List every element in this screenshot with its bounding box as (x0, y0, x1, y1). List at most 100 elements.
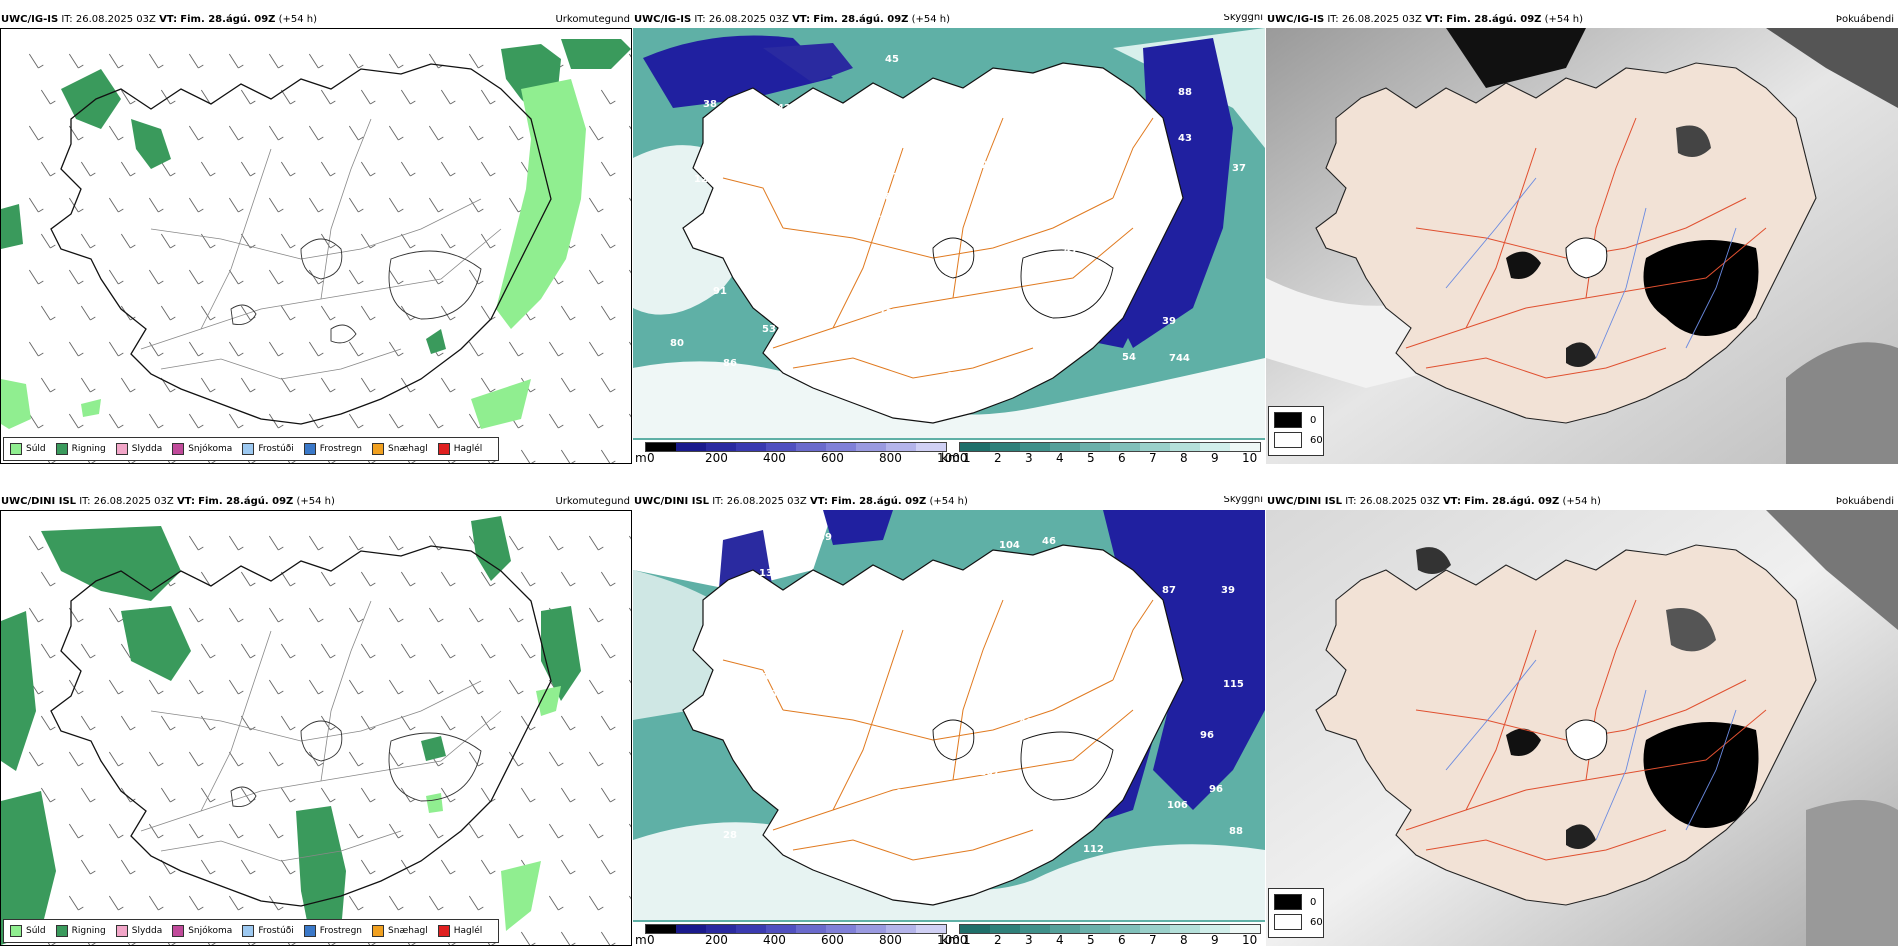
precip-map: Súld Rigning Slydda Snjókoma Frostúði Frostre… (0, 28, 632, 464)
legend-label: Súld (26, 926, 46, 936)
panel-title: Þokuábendi (1835, 14, 1894, 25)
cloud-base-label: 104 (999, 540, 1020, 551)
legend-swatch (437, 925, 450, 937)
legend-label: Frostregn (319, 926, 363, 936)
legend-swatch (172, 925, 185, 937)
cloud-base-label: 79 (749, 157, 763, 168)
scale-km-tick: 4 (1056, 451, 1064, 464)
precip-map: Súld Rigning Slydda Snjókoma Frostúði Frostre… (0, 510, 632, 946)
panel-header: UWC/DINI ISL IT: 26.08.2025 03Z VT: Fim.… (634, 496, 968, 507)
legend-swatch (55, 443, 68, 455)
precip-legend: Súld Rigning Slydda Snjókoma Frostúði Frostre… (3, 437, 500, 461)
legend-item-0: Súld (10, 925, 46, 937)
legend-item-5: Frostregn (303, 443, 362, 455)
cloud-base-label: 96 (1209, 784, 1223, 795)
cloud-labels: 1069610710424681112881395112334464280281… (695, 532, 1244, 855)
cloud-base-label: 42 (777, 103, 791, 114)
cloud-base-label: 41 (1019, 243, 1033, 254)
panel-header: UWC/IG-IS IT: 26.08.2025 03Z VT: Fim. 28… (634, 14, 951, 25)
legend-swatch (55, 925, 68, 937)
legend-label: Snæhagl (388, 444, 428, 454)
cloud-base-label: 744 (1169, 353, 1190, 364)
scale-km-tick: 2 (994, 933, 1002, 946)
cloud-scale: m 0 200 400 600 800 1000 km 1 2 3 4 5 6 7 8 9 10 (633, 440, 1265, 464)
legend-label: Rigning (71, 444, 106, 454)
legend-item-7: Haglél (437, 443, 483, 455)
panel-header: UWC/IG-IS IT: 26.08.2025 03Z VT: Fim. 28… (1267, 14, 1584, 25)
cloud-base-label: 106 (1167, 800, 1188, 811)
legend-item-6: Snæhagl (372, 443, 428, 455)
legend-swatch (115, 925, 128, 937)
cloud-base-label: 185 (1018, 627, 1039, 638)
cloud-base-label: 86 (723, 358, 737, 369)
scale-km-tick: 5 (1087, 451, 1095, 464)
legend-label: Haglél (453, 926, 483, 936)
scale-m-tick: 200 (705, 451, 728, 464)
scale-m-tick: 800 (879, 451, 902, 464)
cloud-base-label: 85 (812, 145, 826, 156)
legend-swatch (242, 443, 255, 455)
scale-m-unit: m (635, 451, 647, 464)
legend-item-0: Súld (10, 443, 46, 455)
scale-km-unit: km (941, 933, 960, 946)
legend-item-1: Rigning (55, 443, 106, 455)
scale-m-tick: 1000 (937, 451, 968, 464)
legend-label: Slydda (131, 926, 163, 936)
cloud-base-label: 68 (830, 744, 844, 755)
cloud-base-label: 52 (781, 284, 795, 295)
scale-km-tick: 9 (1211, 933, 1219, 946)
legend-label: Haglél (453, 444, 483, 454)
legend-swatch (172, 443, 185, 455)
legend-swatch (303, 443, 316, 455)
cloud-base-label: 107 (979, 767, 1000, 778)
cloud-base-label: 64 (946, 371, 960, 382)
fog-legend: 0 60 (1268, 888, 1324, 938)
legend-label: Slydda (131, 444, 163, 454)
panel-header: UWC/DINI ISL IT: 26.08.2025 03Z VT: Fim.… (1267, 496, 1601, 507)
cloud-base-label: 28 (983, 782, 997, 793)
panel-precip-row1: UWC/IG-IS IT: 26.08.2025 03Z VT: Fim. 28… (0, 14, 632, 464)
scale-km-tick: 8 (1180, 451, 1188, 464)
legend-swatch (372, 925, 385, 937)
cloud-base-label: 139 (759, 568, 780, 579)
scale-km-tick: 6 (1118, 933, 1126, 946)
legend-swatch (10, 925, 22, 937)
legend-swatch (242, 925, 255, 937)
legend-swatch (303, 925, 316, 937)
cloud-labels: 744 129 88 94 104 86 69 113 91 87 80 53 55 52 47 38 45 37… (670, 54, 1246, 382)
scale-km-tick: 10 (1242, 451, 1258, 464)
scale-km-tick: 5 (1087, 933, 1095, 946)
cloud-base-label: 115 (1223, 679, 1244, 690)
scale-km-tick: 8 (1180, 933, 1188, 946)
scale-km-tick: 3 (1025, 933, 1033, 946)
scale-m-tick: 0 (647, 933, 655, 946)
legend-label: Frostúði (258, 444, 294, 454)
legend-item-3: Snjókoma (172, 443, 232, 455)
cloud-base-label: 53 (762, 324, 776, 335)
cloud-base-label: 123 (748, 672, 769, 683)
iceland-outline (50, 545, 552, 907)
scale-km-tick: 1 (963, 933, 971, 946)
cloud-base-label: 95 (896, 788, 910, 799)
cloud-base-label: 87 (885, 172, 899, 183)
cloud-base-label: 69 (882, 102, 896, 113)
wind-barbs (28, 535, 631, 945)
cloud-base-label: 104 (1014, 118, 1035, 129)
cloud-base-label: 52 (974, 160, 988, 171)
scale-km-tick: 10 (1242, 933, 1258, 946)
legend-swatch (372, 443, 385, 455)
scale-m-bar (645, 924, 947, 934)
cloud-base-label: 41 (695, 544, 709, 555)
scale-m-tick: 400 (763, 451, 786, 464)
iceland-outline (682, 544, 1184, 906)
panel-fog-row1: UWC/IG-IS IT: 26.08.2025 03Z VT: Fim. 28… (1266, 14, 1900, 464)
cloud-base-label: 88 (1178, 87, 1192, 98)
scale-m-tick: 800 (879, 933, 902, 946)
scale-m-tick: 1000 (937, 933, 968, 946)
precip-legend: Súld Rigning Slydda Snjókoma Frostúði Frostre… (3, 919, 500, 943)
cloud-base-label: 246 (1061, 787, 1082, 798)
cloud-base-label: 94 (867, 210, 881, 221)
panel-cloud-row2: UWC/DINI ISL IT: 26.08.2025 03Z VT: Fim.… (633, 496, 1265, 946)
fog-legend: 0 60 (1268, 406, 1324, 456)
cloud-base-label: 96 (1200, 730, 1214, 741)
